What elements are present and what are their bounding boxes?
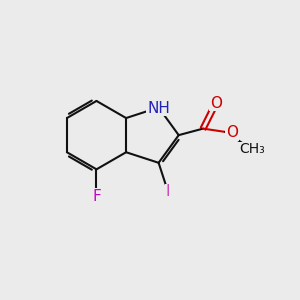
Text: O: O bbox=[226, 125, 238, 140]
Text: F: F bbox=[92, 189, 101, 204]
Text: O: O bbox=[210, 96, 222, 111]
Text: CH₃: CH₃ bbox=[239, 142, 265, 156]
Text: NH: NH bbox=[147, 100, 170, 116]
Text: I: I bbox=[166, 184, 170, 200]
